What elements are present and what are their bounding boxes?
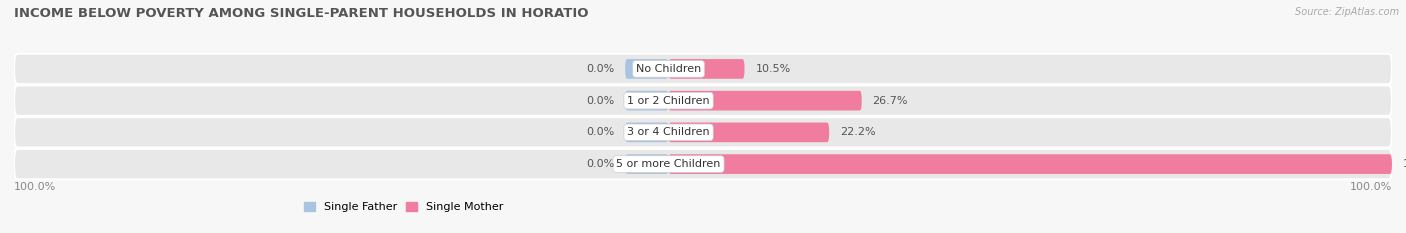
- Text: 100.0%: 100.0%: [14, 182, 56, 192]
- FancyBboxPatch shape: [626, 91, 668, 110]
- FancyBboxPatch shape: [14, 117, 1392, 147]
- Text: 0.0%: 0.0%: [586, 64, 614, 74]
- FancyBboxPatch shape: [626, 59, 668, 79]
- Text: 10.5%: 10.5%: [755, 64, 790, 74]
- Text: 0.0%: 0.0%: [586, 127, 614, 137]
- FancyBboxPatch shape: [668, 123, 830, 142]
- Text: No Children: No Children: [636, 64, 702, 74]
- FancyBboxPatch shape: [14, 149, 1392, 179]
- Text: 100.0%: 100.0%: [1403, 159, 1406, 169]
- FancyBboxPatch shape: [626, 154, 668, 174]
- FancyBboxPatch shape: [668, 154, 1392, 174]
- FancyBboxPatch shape: [668, 91, 862, 110]
- FancyBboxPatch shape: [14, 54, 1392, 84]
- Text: 100.0%: 100.0%: [1350, 182, 1392, 192]
- Text: 26.7%: 26.7%: [873, 96, 908, 106]
- Legend: Single Father, Single Mother: Single Father, Single Mother: [304, 202, 503, 212]
- Text: INCOME BELOW POVERTY AMONG SINGLE-PARENT HOUSEHOLDS IN HORATIO: INCOME BELOW POVERTY AMONG SINGLE-PARENT…: [14, 7, 589, 20]
- Text: 22.2%: 22.2%: [839, 127, 876, 137]
- FancyBboxPatch shape: [14, 86, 1392, 116]
- FancyBboxPatch shape: [626, 123, 668, 142]
- Text: 0.0%: 0.0%: [586, 96, 614, 106]
- Text: 5 or more Children: 5 or more Children: [616, 159, 721, 169]
- Text: Source: ZipAtlas.com: Source: ZipAtlas.com: [1295, 7, 1399, 17]
- Text: 1 or 2 Children: 1 or 2 Children: [627, 96, 710, 106]
- Text: 0.0%: 0.0%: [586, 159, 614, 169]
- FancyBboxPatch shape: [668, 59, 745, 79]
- Text: 3 or 4 Children: 3 or 4 Children: [627, 127, 710, 137]
